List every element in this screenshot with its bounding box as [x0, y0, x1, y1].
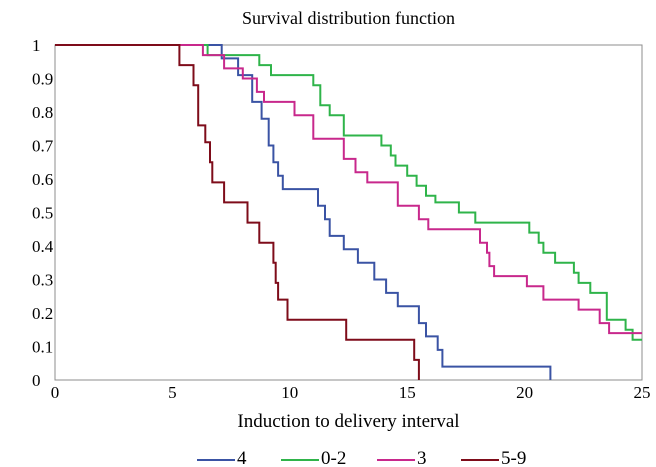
- y-tick-label: 0.8: [32, 103, 53, 122]
- x-axis-label: Induction to delivery interval: [237, 411, 459, 432]
- legend-label-3: 3: [417, 448, 427, 467]
- y-axis: 0 0.1 0.2 0.3 0.4 0.5 0.6 0.7 0.8 0.9 1: [32, 36, 54, 390]
- y-tick-label: 0.6: [32, 170, 53, 189]
- y-tick-label: 0.1: [32, 338, 53, 357]
- y-tick-label: 0.4: [32, 237, 54, 256]
- y-tick-label: 1: [32, 36, 41, 55]
- x-tick-label: 20: [516, 383, 533, 402]
- series-line-3: [55, 44, 642, 335]
- y-tick-label: 0: [32, 371, 41, 390]
- y-tick-label: 0.5: [32, 204, 53, 223]
- x-tick-label: 0: [51, 383, 60, 402]
- series-line-5-9: [55, 44, 420, 380]
- series-lines: [55, 44, 642, 380]
- plot-frame: [54, 44, 643, 381]
- y-tick-label: 0.3: [32, 271, 53, 290]
- series-line-0-2: [55, 44, 642, 341]
- x-tick-label: 10: [281, 383, 298, 402]
- legend-label-4: 4: [237, 448, 247, 467]
- x-tick-label: 15: [399, 383, 416, 402]
- y-tick-label: 0.9: [32, 70, 53, 89]
- x-tick-label: 25: [634, 383, 651, 402]
- y-tick-label: 0.7: [32, 137, 54, 156]
- legend: 4 0-2 3 5-9: [197, 448, 526, 467]
- legend-label-5-9: 5-9: [501, 448, 526, 467]
- series-line-4: [55, 44, 552, 380]
- x-tick-label: 5: [168, 383, 177, 402]
- legend-label-0-2: 0-2: [321, 448, 346, 467]
- chart-title: Survival distribution function: [242, 8, 455, 28]
- x-axis: 0 5 10 15 20 25: [51, 383, 651, 402]
- y-tick-label: 0.2: [32, 304, 53, 323]
